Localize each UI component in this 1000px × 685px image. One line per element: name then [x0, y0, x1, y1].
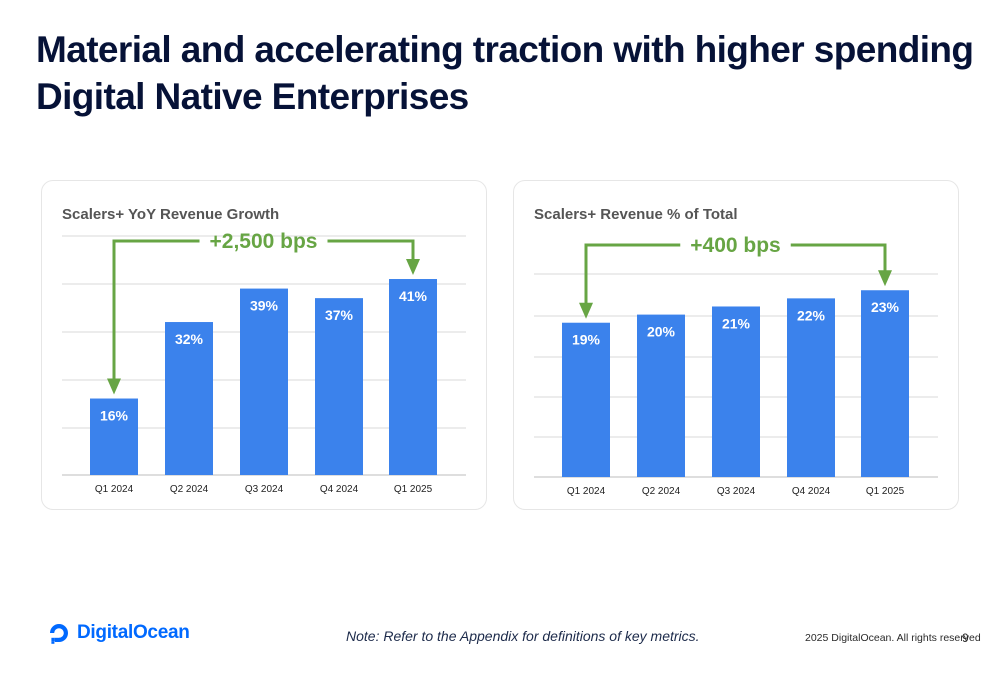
x-tick-label: Q1 2024	[95, 484, 134, 495]
copyright-text: 2025 DigitalOcean. All rights reserved	[805, 632, 981, 644]
arrowhead-icon	[406, 259, 420, 276]
annotation-arrow-right	[327, 239, 415, 264]
arrowhead-icon	[107, 378, 121, 395]
data-label: 41%	[399, 288, 428, 304]
page-number: 9	[962, 631, 969, 645]
bar-q1-2024	[562, 322, 610, 477]
x-tick-label: Q4 2024	[320, 484, 359, 495]
page-title: Material and accelerating traction with …	[36, 29, 974, 117]
chart-card-revenue-growth: Scalers+ YoY Revenue Growth 16% Q1 2024 32%…	[41, 180, 487, 510]
bar-q2-2024	[165, 322, 213, 475]
data-label: 21%	[722, 315, 751, 331]
digitalocean-logo: DigitalOcean	[47, 619, 190, 647]
annotation-text: +400 bps	[690, 234, 780, 257]
bar-q4-2024	[787, 298, 835, 477]
chart-title: Scalers+ YoY Revenue Growth	[62, 206, 279, 223]
data-label: 32%	[175, 331, 204, 347]
x-tick-label: Q1 2025	[394, 484, 433, 495]
x-tick-label: Q3 2024	[717, 486, 756, 497]
data-label: 23%	[871, 299, 900, 315]
annotation-arrow-right	[790, 243, 887, 275]
data-label: 20%	[647, 324, 676, 340]
annotation-text: +2,500 bps	[210, 230, 318, 253]
data-label: 37%	[325, 307, 354, 323]
chart-revenue-growth: Scalers+ YoY Revenue Growth 16% Q1 2024 32%…	[62, 206, 466, 495]
arrowhead-icon	[878, 270, 892, 287]
annotation-arrow-left	[584, 243, 681, 307]
arrowhead-icon	[579, 302, 593, 319]
bar-q3-2024	[240, 288, 288, 475]
x-tick-label: Q2 2024	[170, 484, 209, 495]
chart-card-revenue-share: Scalers+ Revenue % of Total 19% Q1 2024 20%…	[513, 180, 959, 510]
chart-title: Scalers+ Revenue % of Total	[534, 206, 738, 223]
bar-q1-2025	[389, 279, 437, 475]
footer-note: Note: Refer to the Appendix for definiti…	[346, 628, 700, 644]
chart-revenue-share: Scalers+ Revenue % of Total 19% Q1 2024 20%…	[534, 206, 938, 497]
x-tick-label: Q1 2024	[567, 486, 606, 497]
bar-q4-2024	[315, 298, 363, 475]
data-label: 39%	[250, 298, 279, 314]
x-tick-label: Q3 2024	[245, 484, 284, 495]
bar-q1-2024	[90, 398, 138, 475]
bar-q1-2025	[861, 290, 909, 477]
logo-text: DigitalOcean	[77, 622, 190, 643]
digitalocean-logo-icon	[50, 624, 68, 644]
annotation-arrow-left	[112, 239, 200, 383]
x-tick-label: Q2 2024	[642, 486, 681, 497]
data-label: 19%	[572, 332, 601, 348]
data-label: 16%	[100, 408, 129, 424]
bar-q2-2024	[637, 314, 685, 477]
data-label: 22%	[797, 307, 826, 323]
x-tick-label: Q1 2025	[866, 486, 905, 497]
bar-q3-2024	[712, 306, 760, 477]
x-tick-label: Q4 2024	[792, 486, 831, 497]
